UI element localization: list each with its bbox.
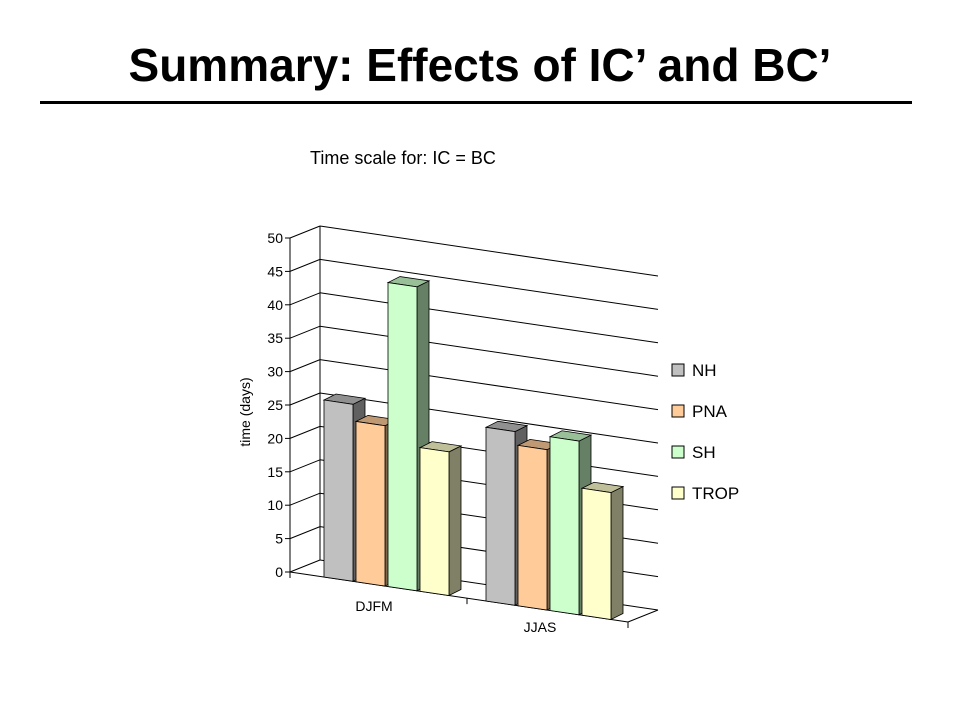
legend-label: NH [692,361,717,380]
y-axis-title: time (days) [237,377,253,446]
legend-label: PNA [692,402,728,421]
legend-swatch [671,486,685,500]
category-label: JJAS [524,619,557,635]
gridline-side [289,225,321,239]
bar-front [485,426,516,606]
bar-front [517,444,548,611]
bar-front [419,447,450,596]
floor-right-edge [627,609,659,623]
gridline-side [289,258,321,272]
gridline-side [289,492,321,506]
gridline-side [289,292,321,306]
slide-title: Summary: Effects of IC’ and BC’ [128,39,832,91]
y-tick-label: 35 [267,330,283,346]
gridline-side [289,325,321,339]
y-tick-label: 45 [267,263,283,279]
bars-layer [322,276,625,621]
gridline [319,292,659,344]
bar-front [549,436,580,616]
gridline [319,325,659,377]
gridline [319,225,659,277]
bar-front [581,487,612,620]
legend-label: TROP [692,484,739,503]
legend-swatch [671,404,685,418]
bar-front [355,420,386,587]
y-tick-label: 15 [267,464,283,480]
y-tick-label: 5 [275,531,283,547]
y-tick-label: 40 [267,297,283,313]
legend-label: SH [692,443,716,462]
bar-trop-djfm [418,441,463,597]
y-tick-label: 20 [267,430,283,446]
legend-swatch [671,363,685,377]
title-rule [40,101,912,104]
bar-front [387,282,418,592]
bar-trop-jjas [580,481,625,621]
bar-side [448,445,462,597]
category-label: DJFM [355,598,392,614]
y-tick-label: 0 [275,564,283,580]
gridline-side [289,459,321,473]
gridline-side [289,425,321,439]
labels-layer: 0 5 10 15 20 25 30 35 40 45 50 DJFM JJAS [267,230,556,635]
gridline-side [289,559,321,573]
gridline [319,359,659,411]
bar-front [323,399,354,582]
gridline-side [289,359,321,373]
legend: NH PNA SH TROP [671,361,739,503]
y-tick-label: 25 [267,397,283,413]
gridline [319,258,659,310]
gridline-side [289,392,321,406]
y-tick-label: 50 [267,230,283,246]
legend-swatch [671,445,685,459]
gridline-side [289,526,321,540]
chart-subtitle: Time scale for: IC = BC [310,148,496,168]
y-tick-label: 10 [267,497,283,513]
y-tick-label: 30 [267,364,283,380]
gridline [319,392,659,444]
bar-side [610,485,624,621]
